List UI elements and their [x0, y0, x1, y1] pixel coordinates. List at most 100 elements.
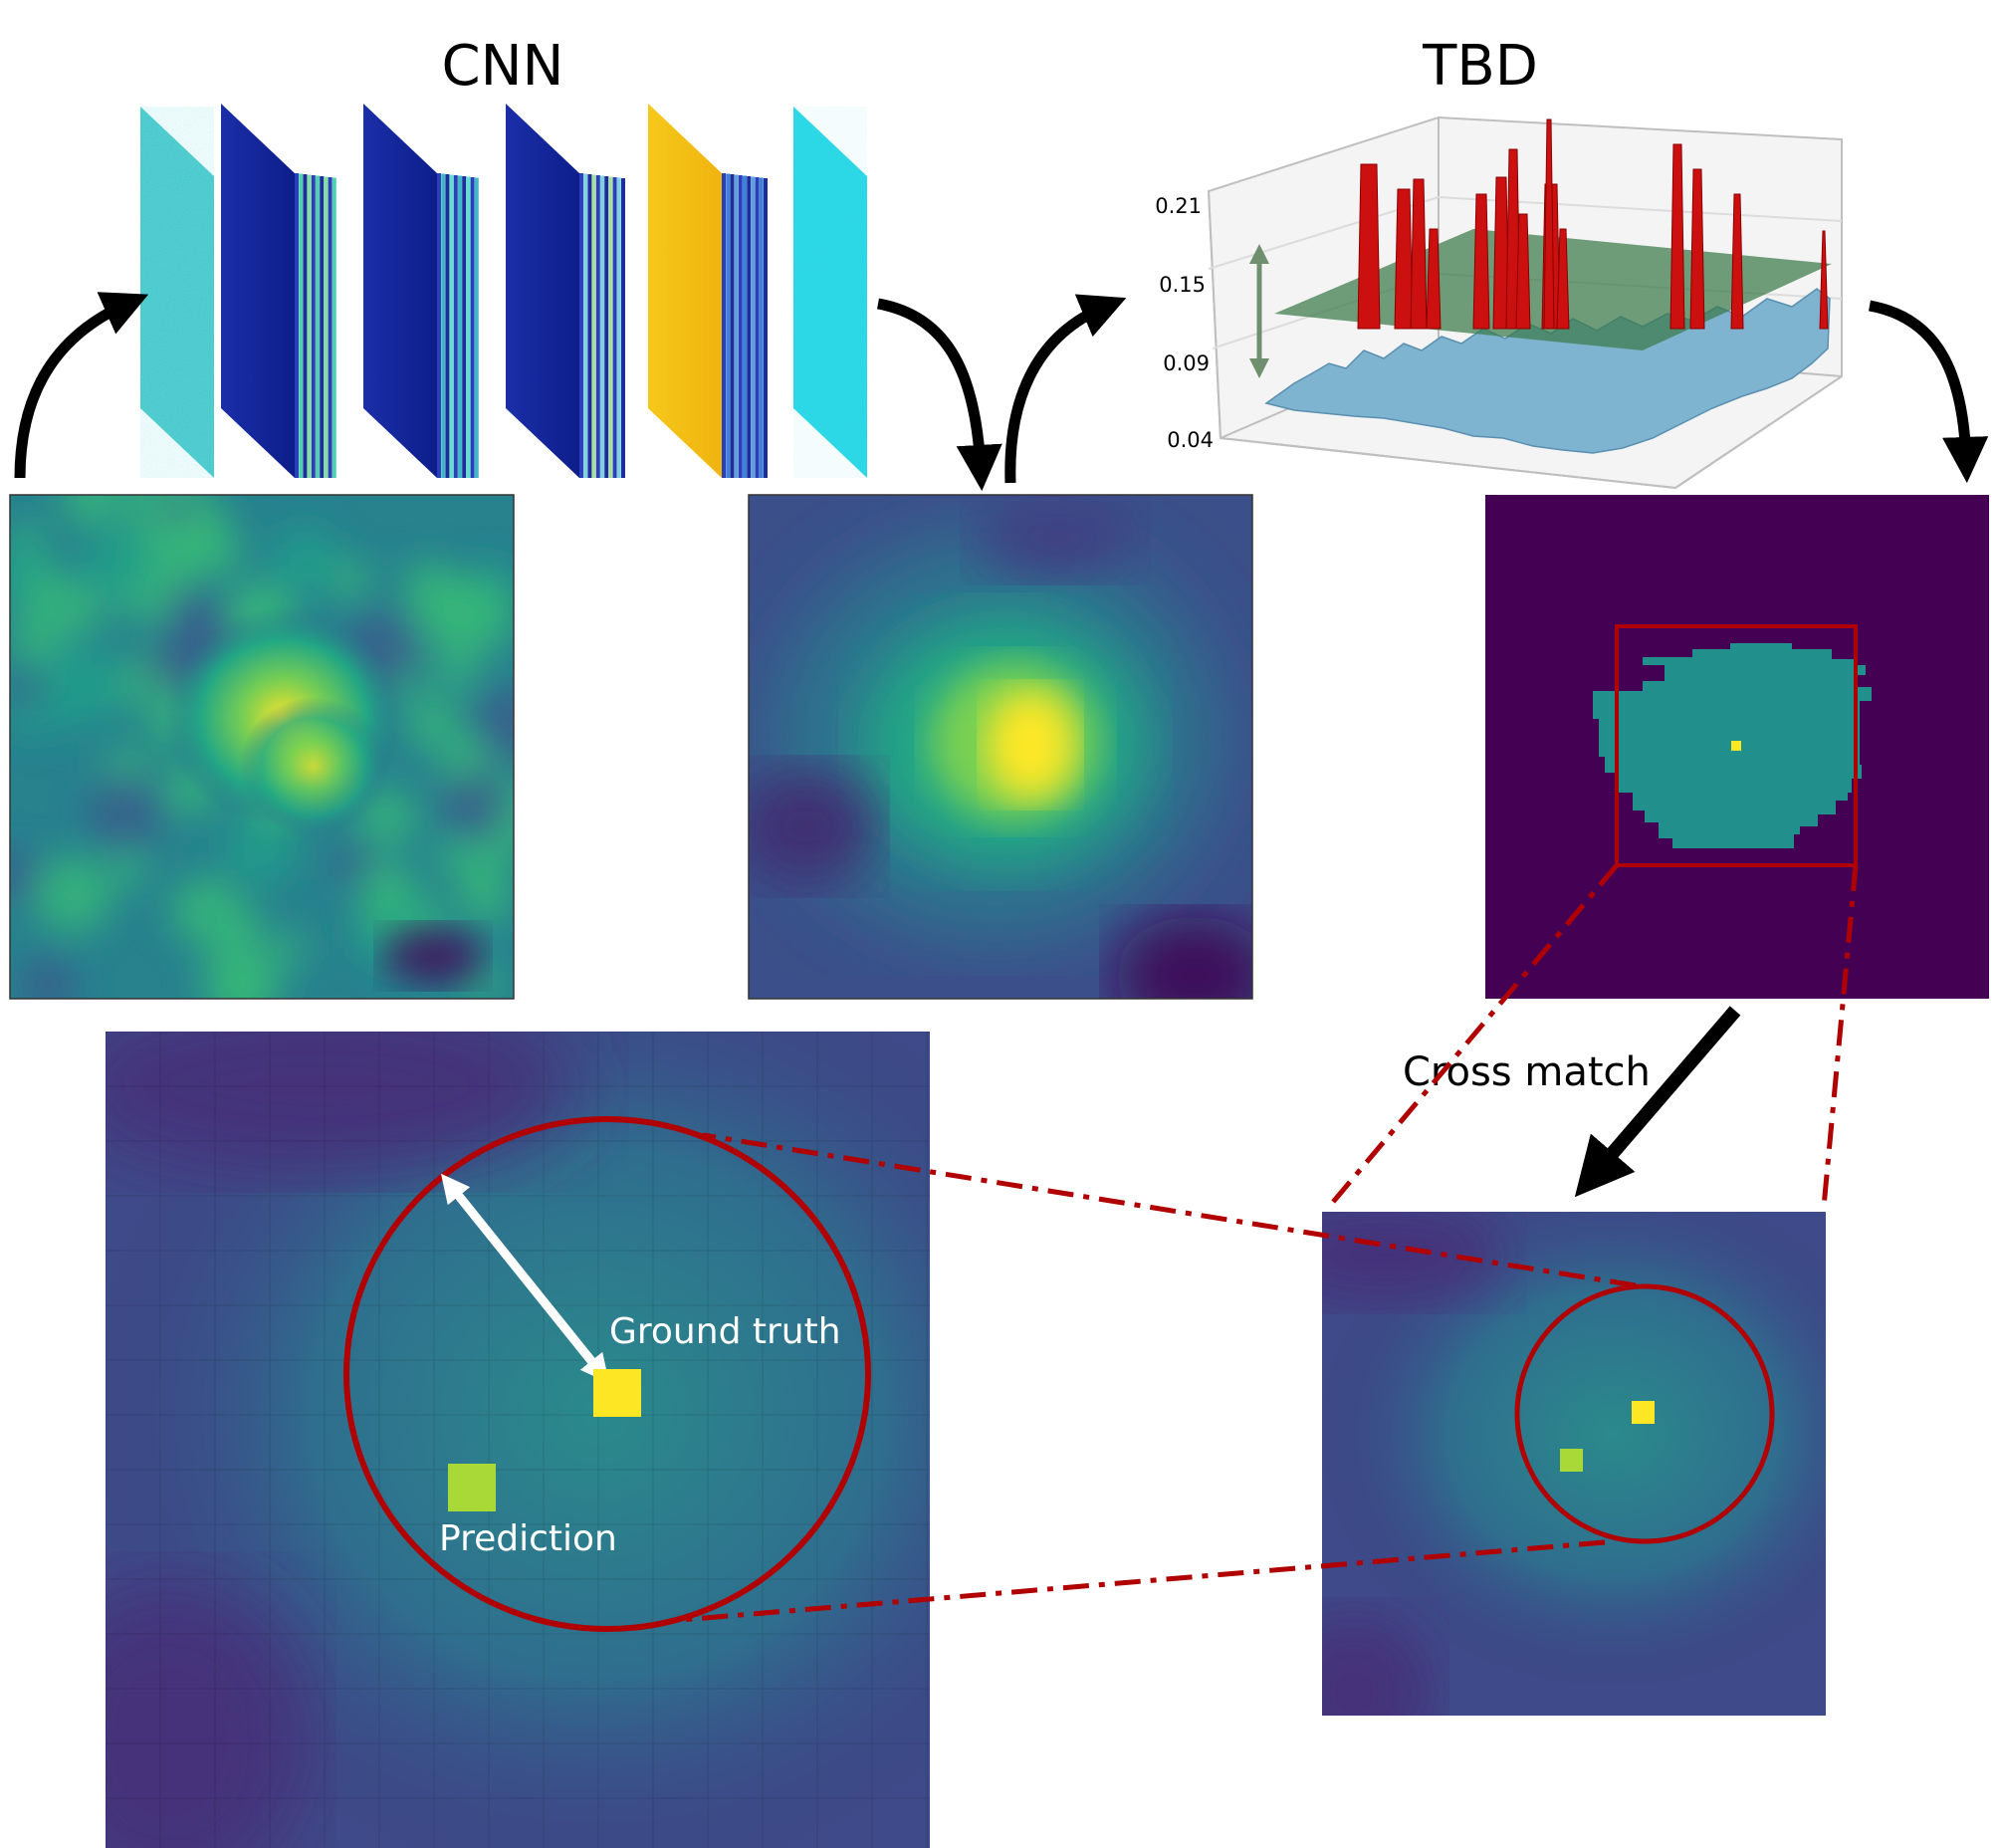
- cnn-input-layer: [140, 107, 214, 478]
- cnn-layers: [140, 104, 867, 478]
- layer-slice: [616, 177, 621, 478]
- noise-blob: [14, 521, 44, 551]
- detection-peak: [1357, 163, 1381, 330]
- cnn-feature-block-4: [648, 104, 722, 478]
- noise-blob: [210, 903, 264, 957]
- cnn-feature-block-2: [363, 104, 437, 478]
- detection-peak: [1505, 148, 1521, 330]
- ground-truth-marker: [593, 1369, 641, 1417]
- arrow-cnn-to-output: [876, 298, 1002, 492]
- layer-slice: [449, 174, 454, 478]
- ground-truth-label: Ground truth: [609, 1311, 841, 1352]
- detection-peak: [1730, 193, 1744, 330]
- layer-slice: [453, 175, 458, 478]
- tbd-surface-plot: 0.21 0.15 0.09 0.04: [1155, 116, 1843, 490]
- layer-slice: [747, 176, 752, 478]
- noise-blob: [405, 695, 459, 749]
- noise-blob: [212, 961, 278, 999]
- layer-slice: [579, 173, 583, 478]
- layer-slice: [299, 173, 304, 478]
- detection-peak: [1472, 193, 1490, 330]
- detection-peak: [1669, 143, 1685, 330]
- cnn-feature-block-1: [221, 104, 299, 478]
- detection-peaks: [1357, 118, 1829, 330]
- detection-peak: [1426, 228, 1442, 330]
- input-heatmap: [10, 495, 514, 999]
- layer-slice: [621, 178, 625, 478]
- layer-slice: [462, 176, 467, 478]
- detection-peak: [1543, 118, 1555, 330]
- noise-blob: [359, 860, 416, 917]
- layer-slice: [764, 178, 768, 478]
- noise-blob: [18, 955, 78, 999]
- layer-slice: [612, 177, 617, 478]
- z-tick-2: 0.15: [1159, 273, 1206, 297]
- layer-slice: [320, 176, 325, 478]
- layer-slice: [307, 174, 312, 478]
- z-tick-1: 0.21: [1155, 194, 1202, 218]
- layer-slice: [583, 173, 588, 478]
- detection-peak: [1689, 168, 1705, 330]
- prediction-label: Prediction: [439, 1518, 617, 1559]
- layer-slice: [311, 175, 316, 478]
- tbd-title: TBD: [1422, 34, 1538, 99]
- layer-slice: [303, 174, 308, 478]
- layer-slice: [458, 175, 462, 478]
- noise-blob: [10, 671, 47, 710]
- arrow-output-to-tbd: [1004, 294, 1127, 484]
- noise-blob: [22, 566, 68, 611]
- noise-blob: [437, 771, 510, 843]
- noise-blob: [87, 772, 165, 850]
- cnn-output-heatmap: [749, 495, 1252, 999]
- layer-slice: [604, 176, 609, 478]
- cnn-output-layer: [793, 107, 867, 478]
- noise-blob: [404, 561, 452, 608]
- noise-blob: [166, 588, 212, 633]
- layer-slice: [751, 176, 756, 478]
- layer-slice: [441, 173, 446, 478]
- layer-slice: [316, 175, 320, 478]
- noise-blob: [436, 647, 479, 690]
- layer-slice: [437, 173, 441, 478]
- noise-blob: [331, 560, 371, 599]
- detection-peak: [1394, 188, 1414, 330]
- layer-slice: [587, 174, 592, 478]
- input-heatmap-border: [9, 494, 515, 1000]
- zoom-connectors-top: [1327, 863, 1859, 1209]
- arrow-tbd-to-detection: [1868, 300, 1989, 484]
- noise-surface: [1264, 288, 1831, 454]
- small-prediction-marker: [1560, 1449, 1583, 1472]
- match-radius-circle: [343, 1116, 871, 1632]
- noise-blob: [361, 908, 392, 939]
- layer-slice: [743, 175, 747, 478]
- cnn-title: CNN: [442, 34, 564, 99]
- layer-slice: [470, 177, 475, 478]
- layer-slice: [600, 175, 604, 478]
- layer-slice: [295, 173, 299, 478]
- layer-slice: [474, 177, 479, 478]
- layer-slice: [738, 175, 743, 478]
- small-match-circle: [1514, 1283, 1775, 1544]
- detection-mask: [1485, 495, 1989, 999]
- cross-match-arrow: [1574, 1006, 1741, 1198]
- layer-slice: [324, 176, 329, 478]
- noise-blob: [41, 645, 121, 725]
- layer-slice: [726, 173, 731, 478]
- noise-blob: [10, 607, 64, 664]
- cnn-feature-block-3: [506, 104, 579, 478]
- detection-peak: [1819, 230, 1829, 330]
- layer-slice: [722, 173, 726, 478]
- noise-blob: [160, 495, 192, 525]
- layer-slice: [759, 177, 764, 478]
- zoom-connectors-bottom: [668, 1132, 1637, 1624]
- mask-peak-pixel: [1731, 741, 1741, 751]
- detection-peak: [1515, 213, 1531, 330]
- z-tick-4: 0.04: [1167, 428, 1214, 452]
- noise-blob: [224, 812, 297, 885]
- layer-slice: [730, 174, 735, 478]
- noise-blob: [10, 849, 41, 903]
- noise-blob: [272, 931, 306, 966]
- noise-blob: [465, 966, 501, 999]
- zoomed-heatmap-small: [1322, 1212, 1826, 1716]
